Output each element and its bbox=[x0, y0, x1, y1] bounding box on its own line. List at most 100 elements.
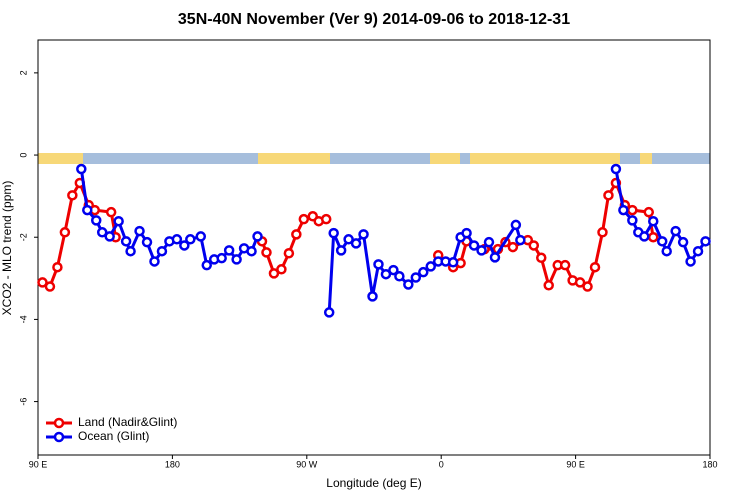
data-point bbox=[388, 264, 399, 276]
x-tick-label: 90 W bbox=[296, 459, 318, 469]
data-point bbox=[37, 277, 48, 288]
data-point bbox=[373, 259, 384, 270]
x-tick-label: 0 bbox=[439, 459, 444, 469]
plot-frame bbox=[37, 39, 711, 456]
legend-label: Land (Nadir&Glint) bbox=[78, 415, 177, 429]
data-point bbox=[489, 252, 501, 263]
data-point bbox=[120, 236, 132, 247]
data-point bbox=[380, 268, 392, 280]
y-tick-label: -4 bbox=[18, 315, 28, 323]
data-point bbox=[582, 281, 593, 292]
y-tick-label: -2 bbox=[18, 233, 28, 241]
data-point bbox=[670, 225, 681, 237]
data-point bbox=[403, 279, 414, 290]
y-tick-label: 0 bbox=[18, 153, 28, 158]
data-point bbox=[597, 227, 608, 238]
data-point bbox=[536, 252, 547, 264]
data-point bbox=[216, 252, 227, 264]
data-point bbox=[627, 204, 638, 216]
legend-marker bbox=[53, 431, 65, 443]
data-point bbox=[367, 291, 378, 302]
data-point bbox=[610, 163, 622, 175]
data-point bbox=[104, 231, 115, 242]
data-point bbox=[648, 231, 659, 243]
ocean-strip bbox=[38, 153, 710, 164]
land-ocean-strip bbox=[38, 153, 710, 164]
data-point bbox=[559, 259, 571, 271]
data-point bbox=[618, 204, 629, 216]
x-axis-label: Longitude (deg E) bbox=[326, 476, 421, 490]
data-point bbox=[507, 241, 519, 253]
y-tick-label: -6 bbox=[18, 398, 28, 406]
data-point bbox=[291, 229, 302, 240]
x-tick-label: 180 bbox=[165, 459, 180, 469]
data-point bbox=[283, 248, 295, 259]
data-point bbox=[223, 245, 235, 256]
data-point bbox=[350, 238, 362, 249]
data-point bbox=[185, 234, 196, 245]
data-point bbox=[447, 257, 459, 268]
data-point bbox=[476, 245, 487, 256]
data-point bbox=[418, 266, 429, 278]
data-point bbox=[468, 240, 480, 251]
data-point bbox=[483, 236, 495, 248]
chart-title: 35N-40N November (Ver 9) 2014-09-06 to 2… bbox=[178, 11, 570, 28]
data-point bbox=[231, 254, 242, 265]
data-point bbox=[276, 264, 287, 275]
data-point bbox=[543, 280, 554, 291]
data-point bbox=[261, 247, 272, 258]
data-point bbox=[528, 240, 540, 251]
data-point bbox=[44, 281, 56, 292]
land-strip bbox=[430, 153, 460, 164]
data-point bbox=[639, 231, 650, 242]
data-point bbox=[246, 245, 257, 257]
land-strip bbox=[38, 153, 83, 164]
data-point bbox=[76, 163, 87, 175]
x-tick-label: 180 bbox=[702, 459, 717, 469]
data-point bbox=[510, 219, 522, 231]
data-point bbox=[410, 272, 422, 283]
data-point bbox=[685, 256, 696, 267]
data-point bbox=[461, 227, 472, 239]
data-point bbox=[105, 206, 117, 218]
data-point bbox=[298, 213, 310, 225]
data-point bbox=[96, 227, 108, 238]
data-point bbox=[141, 236, 153, 248]
data-point bbox=[201, 259, 212, 271]
x-tick-label: 90 E bbox=[566, 459, 585, 469]
y-axis-label: XCO2 - MLO trend (ppm) bbox=[0, 181, 14, 316]
data-point bbox=[328, 227, 339, 239]
y-tick-label: 2 bbox=[18, 70, 28, 75]
data-point bbox=[195, 231, 207, 242]
legend-label: Ocean (Glint) bbox=[78, 429, 149, 443]
data-point bbox=[149, 256, 160, 267]
data-point bbox=[643, 206, 655, 218]
data-point bbox=[692, 245, 704, 257]
legend-marker bbox=[53, 417, 65, 429]
x-tick-label: 90 E bbox=[29, 459, 48, 469]
data-point bbox=[125, 245, 136, 257]
data-point bbox=[90, 215, 102, 226]
data-point bbox=[515, 234, 526, 246]
data-point bbox=[67, 190, 78, 201]
data-point bbox=[677, 236, 689, 248]
data-point bbox=[335, 245, 347, 256]
data-point bbox=[394, 271, 405, 282]
data-point bbox=[113, 215, 124, 227]
data-point bbox=[627, 215, 638, 226]
data-point bbox=[358, 229, 369, 240]
data-point bbox=[171, 234, 183, 245]
data-point bbox=[603, 190, 614, 201]
data-point bbox=[268, 268, 280, 279]
land-strip bbox=[640, 153, 652, 164]
data-point bbox=[134, 225, 145, 237]
data-point bbox=[661, 245, 672, 257]
data-point bbox=[323, 307, 335, 318]
data-point bbox=[82, 204, 93, 216]
land-strip bbox=[258, 153, 330, 164]
land-strip bbox=[470, 153, 620, 164]
data-point bbox=[574, 277, 586, 288]
data-point bbox=[425, 261, 436, 272]
data-point bbox=[656, 236, 668, 247]
